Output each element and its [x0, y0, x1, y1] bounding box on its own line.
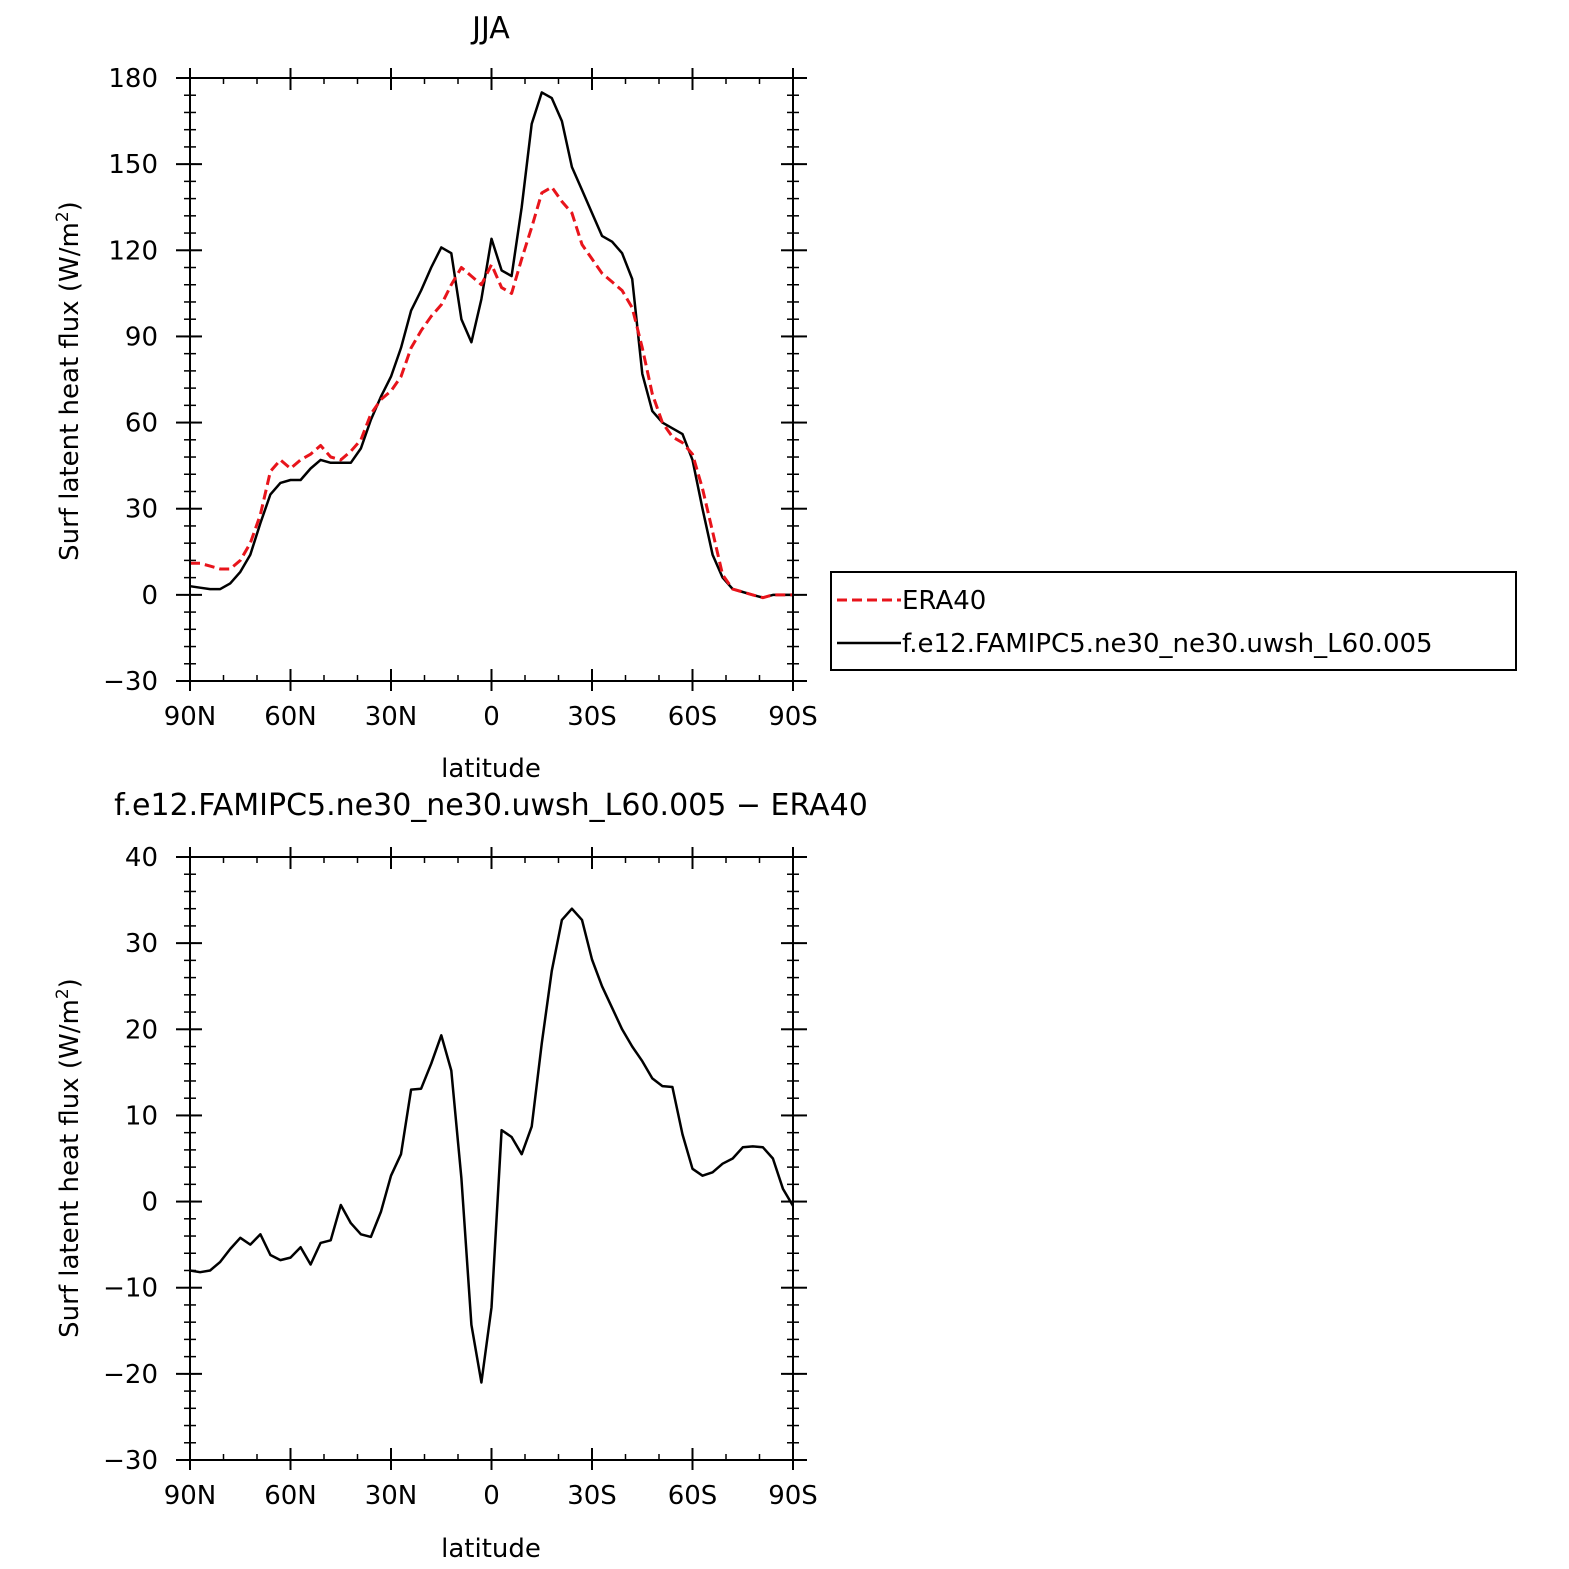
top-xtick-label: 30S — [567, 702, 617, 732]
legend-label-era40: ERA40 — [902, 586, 986, 616]
bottom-ytick-label: 20 — [125, 1015, 158, 1045]
top-xtick-label: 90S — [768, 702, 818, 732]
bottom-ytick-label: −20 — [103, 1360, 158, 1390]
legend: ERA40 f.e12.FAMIPC5.ne30_ne30.uwsh_L60.0… — [830, 571, 1517, 671]
top-xtick-label: 60N — [264, 702, 317, 732]
top-ytick-label: 90 — [125, 322, 158, 352]
bottom-xtick-label: 60S — [668, 1481, 718, 1511]
bottom-ytick-label: 30 — [125, 929, 158, 959]
bottom-ytick-label: 40 — [125, 843, 158, 873]
top-ytick-label: 60 — [125, 409, 158, 439]
top-xtick-label: 60S — [668, 702, 718, 732]
top-panel-frame — [189, 77, 794, 682]
bottom-panel-ticks — [176, 847, 807, 1470]
bottom-ytick-label: 10 — [125, 1101, 158, 1131]
bottom-xtick-label: 60N — [264, 1481, 317, 1511]
top-xtick-label: 30N — [365, 702, 418, 732]
top-series-line-era40 — [190, 185, 793, 600]
bottom-panel-frame — [189, 856, 794, 1461]
top-panel-xlabel: latitude — [441, 754, 541, 784]
top-panel-ylabel-main: Surf latent heat flux (W/m — [55, 222, 85, 561]
bottom-panel-title: f.e12.FAMIPC5.ne30_ne30.uwsh_L60.005 − E… — [114, 788, 868, 823]
bottom-ytick-label: 0 — [141, 1188, 158, 1218]
bottom-series-line-difference — [189, 907, 795, 1384]
top-ytick-label: 0 — [141, 581, 158, 611]
top-xtick-label: 0 — [483, 702, 500, 732]
bottom-panel-ylabel-sup: 2 — [53, 988, 73, 999]
legend-box — [830, 571, 1517, 671]
top-ytick-label: −30 — [103, 667, 158, 697]
bottom-panel-ylabel-close: ) — [55, 978, 85, 988]
top-ytick-label: 150 — [108, 150, 158, 180]
bottom-panel: f.e12.FAMIPC5.ne30_ne30.uwsh_L60.005 − E… — [53, 788, 868, 1564]
top-panel-ticks — [176, 68, 807, 691]
top-panel-ylabel: Surf latent heat flux (W/m2) — [53, 201, 85, 561]
bottom-ytick-label: −30 — [103, 1446, 158, 1476]
top-panel-title: JJA — [470, 11, 510, 46]
top-panel: JJA 90N 60N 30N 0 30S 60S 90S 180 150 120 90 60 30 0 −… — [53, 11, 1517, 784]
bottom-panel-xlabel: latitude — [441, 1534, 541, 1564]
bottom-xtick-label: 30N — [365, 1481, 418, 1511]
bottom-xtick-label: 90N — [164, 1481, 217, 1511]
bottom-xtick-label: 0 — [483, 1481, 500, 1511]
bottom-panel-ylabel: Surf latent heat flux (W/m2) — [53, 978, 85, 1338]
legend-label-model: f.e12.FAMIPC5.ne30_ne30.uwsh_L60.005 — [902, 629, 1433, 659]
bottom-panel-series — [189, 907, 795, 1384]
top-ytick-label: 30 — [125, 495, 158, 525]
bottom-xtick-label: 30S — [567, 1481, 617, 1511]
top-panel-ylabel-close: ) — [55, 201, 85, 211]
bottom-panel-tick-labels: 90N 60N 30N 0 30S 60S 90S 40 30 20 10 0 −10 −20 −30 — [103, 843, 818, 1511]
bottom-ytick-label: −10 — [103, 1274, 158, 1304]
top-panel-series — [189, 91, 793, 600]
top-series-line-f-e12-famipc5-ne30-ne30-uwsh-l60-005 — [189, 91, 793, 599]
top-ytick-label: 180 — [108, 64, 158, 94]
bottom-xtick-label: 90S — [768, 1481, 818, 1511]
top-ytick-label: 120 — [108, 236, 158, 266]
top-panel-tick-labels: 90N 60N 30N 0 30S 60S 90S 180 150 120 90 60 30 0 −30 — [103, 64, 818, 732]
top-xtick-label: 90N — [164, 702, 217, 732]
bottom-panel-ylabel-main: Surf latent heat flux (W/m — [55, 999, 85, 1338]
top-panel-ylabel-sup: 2 — [53, 211, 73, 222]
